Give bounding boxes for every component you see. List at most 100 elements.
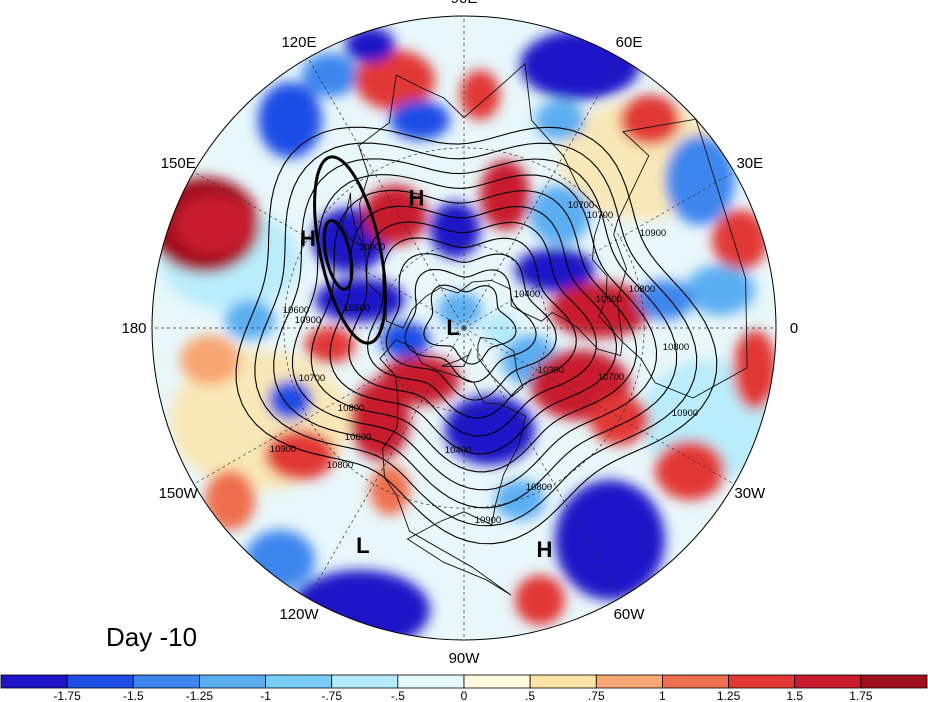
contour-line: [310, 189, 637, 473]
contour-label: 10600: [283, 305, 309, 316]
pressure-centers: H H L L H: [300, 186, 552, 562]
contour-line: [367, 237, 577, 419]
parallel-line: [380, 244, 548, 412]
colorbar: -1.75 -1.5 -1.25 -1 -.75 -.5 0 .5 .75 1 1.25 1.5 1.7…: [0, 674, 928, 702]
longitude-label: 150W: [159, 485, 199, 502]
coastline: [477, 337, 524, 398]
colorbar-tick-label: 1: [659, 689, 666, 702]
coastlines: [341, 62, 748, 596]
low-center-label: L: [356, 533, 369, 558]
meridian-line: [463, 171, 735, 329]
contour-labels: 10900 10900 10700 10800 10600 10500 10400 10300…: [270, 200, 698, 526]
high-center-label: H: [409, 186, 425, 211]
longitude-label: 120E: [281, 34, 316, 51]
contour-label: 10800: [663, 342, 689, 353]
contour-label: 10900: [270, 444, 296, 455]
contour-label: 10800: [526, 482, 552, 493]
contour-line: [235, 126, 718, 545]
colorbar-swatch: [595, 674, 663, 689]
colorbar-tick-label: .75: [588, 689, 605, 702]
colorbar-swatch: [0, 674, 68, 689]
jet-contour: [322, 219, 354, 291]
height-contours: [235, 126, 718, 545]
contour-line: [329, 205, 617, 455]
contour-label: 10900: [672, 408, 698, 419]
coastline: [379, 339, 527, 596]
colorbar-tick-label: 0: [461, 689, 468, 702]
contour-line: [291, 174, 658, 491]
colorbar-tick-label: 1.5: [786, 689, 803, 702]
colorbar-swatch: [860, 674, 928, 689]
contour-label: 10700: [299, 373, 325, 384]
meridian-line: [193, 327, 465, 485]
colorbar-tick-label: -1.25: [186, 689, 214, 702]
coastline: [613, 118, 748, 399]
meridian-line: [463, 327, 621, 599]
colorbar-swatch: [199, 674, 266, 689]
contour-label: 10300: [538, 365, 564, 376]
contour-label: 10700: [587, 210, 613, 221]
jet-contour: [313, 155, 387, 345]
colorbar-swatch: [132, 674, 200, 689]
contour-label: 10800: [338, 403, 364, 414]
contour-line: [273, 158, 678, 509]
colorbar-swatch: [728, 674, 796, 689]
colorbar-swatch: [463, 674, 531, 689]
parallel-line: [283, 147, 645, 509]
colorbar-swatch: [529, 674, 597, 689]
colorbar-tick-label: 1.25: [717, 689, 741, 702]
contour-line: [348, 221, 597, 437]
longitude-label: 90W: [449, 650, 481, 667]
meridian-line: [193, 171, 465, 329]
contour-label: 10900: [475, 515, 501, 526]
longitude-label: 0: [790, 320, 798, 337]
contour-line: [254, 142, 698, 527]
colorbar-swatch: [265, 674, 333, 689]
contour-label: 10800: [629, 284, 655, 295]
low-center-label: L: [446, 315, 459, 340]
meridian-line: [307, 57, 465, 329]
colorbar-swatch: [662, 674, 729, 689]
contour-label: 10900: [640, 228, 666, 239]
colorbar-tick-label: 1.75: [849, 689, 873, 702]
contour-label: 10600: [596, 294, 622, 305]
contour-label: 10900: [359, 242, 385, 253]
colorbar-swatch: [397, 674, 465, 689]
contour-label: 10400: [514, 289, 540, 300]
high-center-label: H: [536, 537, 552, 562]
colorbar-tick-label: -1.75: [53, 689, 81, 702]
meridian-line: [463, 327, 735, 485]
longitude-label: 60W: [614, 606, 646, 623]
longitude-label: 60E: [616, 34, 643, 51]
longitude-label: 180: [121, 320, 146, 337]
longitude-labels: 90E 60E 30E 0 30W 60W 90W 120W 150W 180 150E 120E: [121, 0, 798, 667]
contour-label: 10800: [327, 460, 353, 471]
colorbar-tick-label: -1.5: [123, 689, 144, 702]
contour-label: 10700: [568, 200, 594, 211]
longitude-label: 90E: [451, 0, 478, 7]
day-label: Day -10: [106, 622, 197, 652]
coastline: [441, 348, 472, 368]
coastline: [341, 192, 365, 248]
colorbar-swatch: [66, 674, 134, 689]
longitude-label: 150E: [161, 155, 196, 172]
coastline: [358, 62, 623, 357]
colorbar-swatch: [331, 674, 399, 689]
high-center-label: H: [300, 226, 316, 251]
colorbar-tick-label: -1: [260, 689, 271, 702]
contour-line: [423, 284, 517, 365]
contour-label: 10400: [445, 445, 471, 456]
contour-line: [385, 253, 557, 401]
meridian-line: [463, 57, 621, 329]
longitude-label: 120W: [279, 606, 319, 623]
contour-label: 10700: [598, 372, 624, 383]
contour-label: 10500: [344, 303, 370, 314]
colorbar-tick-label: -.75: [321, 689, 342, 702]
colorbar-tick-label: .5: [525, 689, 535, 702]
longitude-label: 30W: [734, 485, 766, 502]
contour-label: 10900: [295, 315, 321, 326]
colorbar-swatch: [794, 674, 862, 689]
contour-line: [404, 268, 537, 383]
contour-label: 10600: [345, 432, 371, 443]
